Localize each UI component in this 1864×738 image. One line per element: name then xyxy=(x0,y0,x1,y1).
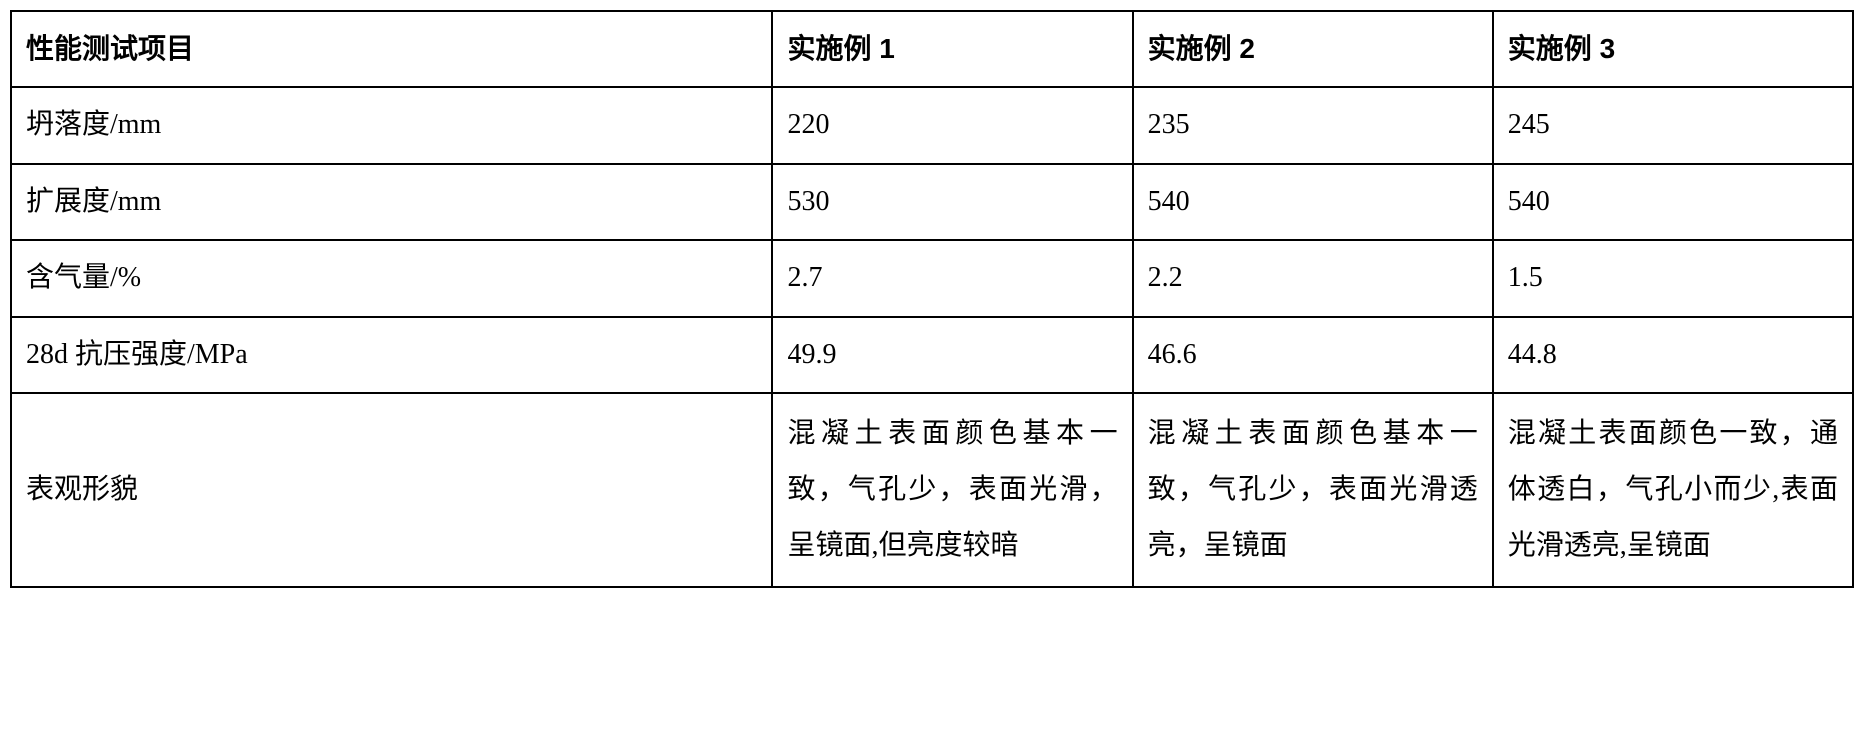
cell-value: 235 xyxy=(1133,87,1493,163)
row-label-appearance: 表观形貌 xyxy=(11,393,772,587)
cell-value: 混凝土表面颜色基本一致，气孔少，表面光滑，呈镜面,但亮度较暗 xyxy=(772,393,1132,587)
table-row: 28d 抗压强度/MPa 49.9 46.6 44.8 xyxy=(11,317,1853,393)
cell-value: 混凝土表面颜色基本一致，气孔少，表面光滑透亮，呈镜面 xyxy=(1133,393,1493,587)
row-label-slump: 坍落度/mm xyxy=(11,87,772,163)
header-test-item: 性能测试项目 xyxy=(11,11,772,87)
header-example-1: 实施例 1 xyxy=(772,11,1132,87)
row-label-air-content: 含气量/% xyxy=(11,240,772,316)
performance-test-table: 性能测试项目 实施例 1 实施例 2 实施例 3 坍落度/mm 220 235 … xyxy=(10,10,1854,588)
table-row: 坍落度/mm 220 235 245 xyxy=(11,87,1853,163)
table-row: 扩展度/mm 530 540 540 xyxy=(11,164,1853,240)
header-example-2: 实施例 2 xyxy=(1133,11,1493,87)
cell-value: 2.2 xyxy=(1133,240,1493,316)
cell-value: 540 xyxy=(1493,164,1853,240)
cell-value: 混凝土表面颜色一致，通体透白，气孔小而少,表面光滑透亮,呈镜面 xyxy=(1493,393,1853,587)
cell-value: 44.8 xyxy=(1493,317,1853,393)
cell-value: 2.7 xyxy=(772,240,1132,316)
row-label-compressive-strength: 28d 抗压强度/MPa xyxy=(11,317,772,393)
cell-value: 220 xyxy=(772,87,1132,163)
cell-value: 540 xyxy=(1133,164,1493,240)
cell-value: 46.6 xyxy=(1133,317,1493,393)
cell-value: 245 xyxy=(1493,87,1853,163)
table-header-row: 性能测试项目 实施例 1 实施例 2 实施例 3 xyxy=(11,11,1853,87)
table-row: 含气量/% 2.7 2.2 1.5 xyxy=(11,240,1853,316)
header-example-3: 实施例 3 xyxy=(1493,11,1853,87)
row-label-spread: 扩展度/mm xyxy=(11,164,772,240)
cell-value: 530 xyxy=(772,164,1132,240)
cell-value: 1.5 xyxy=(1493,240,1853,316)
cell-value: 49.9 xyxy=(772,317,1132,393)
table-row: 表观形貌 混凝土表面颜色基本一致，气孔少，表面光滑，呈镜面,但亮度较暗 混凝土表… xyxy=(11,393,1853,587)
